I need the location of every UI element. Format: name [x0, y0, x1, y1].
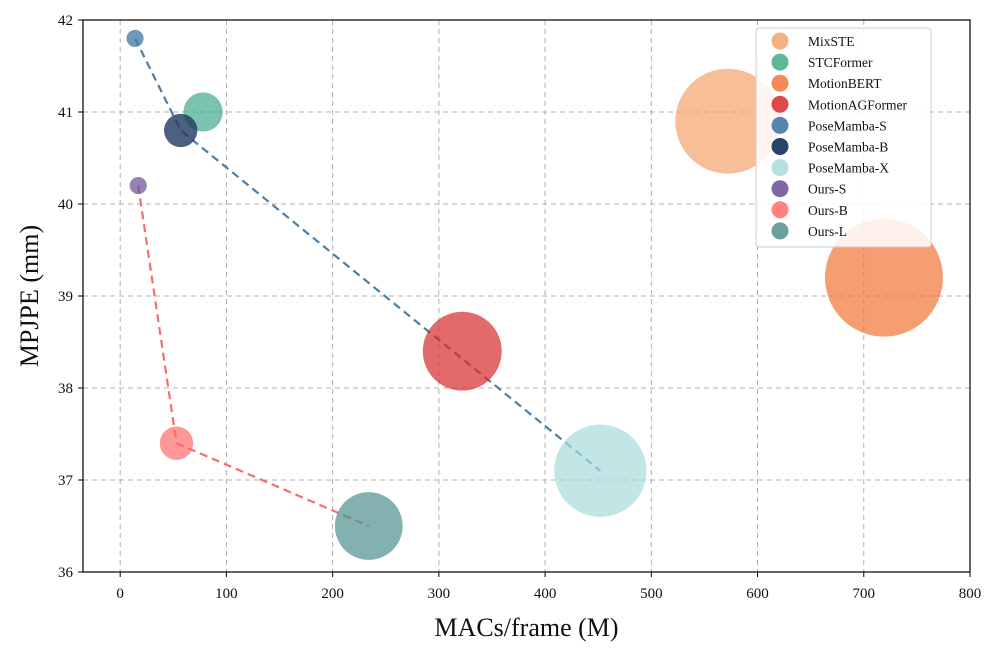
x-tick-label: 700	[853, 586, 876, 602]
axis-ticks: 0 100 200 300 400 500 600 700 800 36 37 38 39 40 41 42	[58, 13, 981, 602]
legend-marker	[771, 116, 789, 134]
x-axis-title: MACs/frame (M)	[434, 613, 618, 642]
legend-box	[755, 27, 932, 248]
x-tick-label: 100	[215, 586, 238, 602]
x-tick-label: 400	[534, 586, 557, 602]
x-tick-label: 0	[116, 586, 124, 602]
legend-marker	[771, 159, 789, 177]
point-motionagformer	[422, 311, 502, 391]
y-tick-label: 39	[58, 289, 73, 305]
legend-marker	[771, 201, 789, 219]
point-ours-s	[129, 177, 147, 195]
legend-marker	[771, 95, 789, 113]
legend: MixSTE STCFormer MotionBERT MotionAGFormer P…	[755, 27, 932, 248]
data-points	[126, 29, 943, 560]
point-posemamba-s	[126, 29, 144, 47]
y-tick-label: 40	[58, 197, 73, 213]
point-posemamba-x	[554, 424, 647, 517]
x-tick-label: 800	[959, 586, 982, 602]
point-mixste	[675, 68, 781, 174]
legend-marker	[771, 53, 789, 71]
legend-marker	[771, 222, 789, 240]
legend-marker	[771, 32, 789, 50]
y-tick-label: 37	[58, 473, 74, 489]
y-tick-label: 42	[58, 13, 73, 29]
x-tick-label: 300	[428, 586, 451, 602]
point-ours-b	[159, 426, 194, 460]
legend-label: MotionAGFormer	[808, 97, 908, 112]
y-tick-label: 36	[58, 565, 74, 581]
point-motionbert	[824, 218, 943, 337]
y-axis-title: MPJPE (mm)	[15, 225, 44, 367]
legend-label: MotionBERT	[808, 76, 882, 91]
x-tick-label: 500	[640, 586, 663, 602]
legend-label: STCFormer	[808, 55, 873, 70]
legend-marker	[771, 180, 789, 198]
point-posemamba-b	[164, 113, 198, 148]
legend-label: MixSTE	[808, 34, 855, 49]
x-tick-label: 200	[321, 586, 344, 602]
legend-label: Ours-L	[808, 224, 847, 239]
x-tick-label: 600	[746, 586, 769, 602]
legend-label: Ours-S	[808, 182, 846, 197]
legend-marker	[771, 74, 789, 92]
y-tick-label: 41	[58, 105, 73, 121]
legend-label: PoseMamba-X	[808, 161, 889, 176]
legend-label: Ours-B	[808, 203, 848, 218]
legend-marker	[771, 138, 789, 155]
legend-label: PoseMamba-B	[808, 140, 888, 155]
legend-label: PoseMamba-S	[808, 118, 887, 133]
point-ours-l	[334, 492, 403, 560]
y-tick-label: 38	[58, 381, 73, 397]
